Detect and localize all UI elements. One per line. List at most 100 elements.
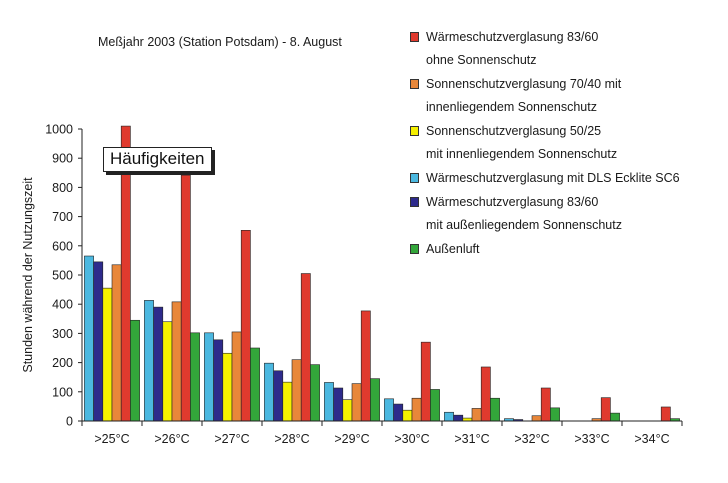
bar xyxy=(111,264,122,421)
legend-label: Sonnenschutzverglasung 50/25 xyxy=(426,124,602,138)
bar xyxy=(490,397,500,421)
bar xyxy=(84,255,94,421)
bar xyxy=(213,339,224,421)
bar xyxy=(370,378,380,421)
y-tick-label: 700 xyxy=(52,210,73,224)
bar xyxy=(430,389,440,421)
x-tick-label: >25°C xyxy=(94,432,129,446)
y-axis-title: Stunden während der Nutzungszeit xyxy=(21,177,35,373)
bar xyxy=(402,409,413,421)
x-tick-group: >25°C >26°C >27°C >28°C >29°C >30°C >31°C >32°C… xyxy=(81,421,683,446)
x-tick-label: >26°C xyxy=(154,432,189,446)
chart-annotation: Häufigkeiten xyxy=(103,147,212,172)
y-tick-label: 400 xyxy=(52,298,73,312)
bar xyxy=(204,332,214,421)
bar xyxy=(513,419,524,421)
bar xyxy=(120,125,131,421)
bar xyxy=(550,407,560,421)
legend-label: Wärmeschutzverglasung 83/60 xyxy=(426,30,599,44)
y-tick-label: 0 xyxy=(66,415,73,429)
bar xyxy=(264,362,274,421)
bar xyxy=(310,364,320,421)
bar xyxy=(333,387,344,421)
bar xyxy=(660,406,671,421)
legend-entry: Sonnenschutzverglasung 70/40 mit innenlie… xyxy=(410,75,725,117)
bar xyxy=(180,174,191,421)
y-tick-label: 800 xyxy=(52,181,73,195)
legend-entry: Außenluft xyxy=(410,240,725,259)
bar xyxy=(162,321,173,421)
legend-entry: Wärmeschutzverglasung mit DLS Ecklite SC… xyxy=(410,169,725,188)
bar xyxy=(480,366,491,421)
y-tick-label: 500 xyxy=(52,269,73,283)
legend-swatch xyxy=(410,173,419,183)
bar xyxy=(282,381,293,421)
legend-swatch xyxy=(410,79,419,89)
bar xyxy=(342,399,353,421)
bar xyxy=(420,341,431,421)
bar xyxy=(351,383,362,421)
bar xyxy=(291,359,302,421)
bar xyxy=(384,398,394,421)
x-tick-label: >30°C xyxy=(394,432,429,446)
bar xyxy=(144,300,154,421)
y-tick-label: 200 xyxy=(52,356,73,370)
bar xyxy=(444,411,454,421)
bar xyxy=(610,412,620,421)
x-tick-label: >27°C xyxy=(214,432,249,446)
x-tick-label: >29°C xyxy=(334,432,369,446)
legend-label: Sonnenschutzverglasung 70/40 mit xyxy=(426,77,622,91)
legend-label: Wärmeschutzverglasung mit DLS Ecklite SC… xyxy=(426,171,680,185)
x-tick-label: >31°C xyxy=(454,432,489,446)
bar xyxy=(153,306,164,421)
bar xyxy=(471,408,482,421)
bar xyxy=(600,397,611,421)
x-tick-label: >34°C xyxy=(634,432,669,446)
legend-entry: Sonnenschutzverglasung 50/25 mit innenlie… xyxy=(410,122,725,164)
y-tick-group: 0 100 200 300 400 500 600 700 800 900 1000 xyxy=(45,123,82,429)
bar xyxy=(393,403,404,421)
bar xyxy=(300,273,311,421)
bar xyxy=(531,415,542,421)
bar xyxy=(273,370,284,421)
x-tick-label: >28°C xyxy=(274,432,309,446)
legend-swatch xyxy=(410,126,419,136)
bar xyxy=(324,382,334,421)
bar xyxy=(190,332,200,421)
bar xyxy=(231,331,242,421)
bar xyxy=(540,387,551,421)
bar xyxy=(411,397,422,421)
legend-label: mit innenliegendem Sonnenschutz xyxy=(426,147,618,161)
y-axis-title-group: Stunden während der Nutzungszeit xyxy=(21,177,35,373)
legend-label: ohne Sonnenschutz xyxy=(426,53,537,67)
legend-label: Wärmeschutzverglasung 83/60 xyxy=(426,195,599,209)
bar xyxy=(171,301,182,421)
x-tick-label: >33°C xyxy=(574,432,609,446)
bar xyxy=(93,261,104,421)
y-tick-label: 1000 xyxy=(45,123,73,137)
bar xyxy=(360,310,371,421)
legend-label: mit außenliegendem Sonnenschutz xyxy=(426,218,622,232)
chart-title: Meßjahr 2003 (Station Potsdam) - 8. Augu… xyxy=(98,35,342,49)
x-tick-label: >32°C xyxy=(514,432,549,446)
y-tick-label: 900 xyxy=(52,152,73,166)
y-tick-label: 600 xyxy=(52,239,73,253)
legend-swatch xyxy=(410,244,419,254)
bar xyxy=(670,418,680,421)
chart-legend: Wärmeschutzverglasung 83/60 ohne Sonnensc… xyxy=(410,28,725,264)
legend-swatch xyxy=(410,197,419,207)
bar xyxy=(130,319,140,421)
legend-label: innenliegendem Sonnenschutz xyxy=(426,100,597,114)
legend-entry: Wärmeschutzverglasung 83/60 ohne Sonnensc… xyxy=(410,28,725,70)
bar xyxy=(250,347,260,421)
bar xyxy=(222,352,233,421)
legend-label: Außenluft xyxy=(426,242,480,256)
legend-swatch xyxy=(410,32,419,42)
legend-entry: Wärmeschutzverglasung 83/60 mit außenlieg… xyxy=(410,193,725,235)
y-tick-label: 300 xyxy=(52,327,73,341)
bar xyxy=(453,414,464,421)
bar-group xyxy=(84,125,680,421)
y-tick-label: 100 xyxy=(52,385,73,399)
bar xyxy=(102,287,113,421)
